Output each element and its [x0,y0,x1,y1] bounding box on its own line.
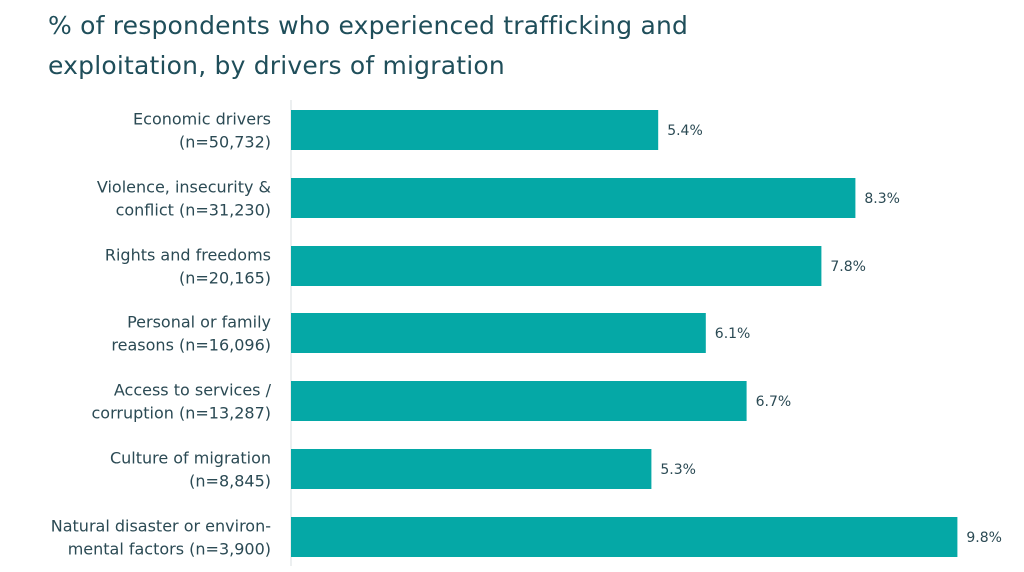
category-label: corruption (n=13,287) [91,404,271,423]
bar [291,381,747,421]
category-label: Culture of migration [110,449,271,468]
bar [291,246,822,286]
bar [291,517,958,557]
bar-value-label: 7.8% [830,259,866,275]
bar-value-label: 6.7% [756,394,792,410]
category-label: Economic drivers [133,110,271,129]
bar-value-label: 5.4% [667,123,703,139]
chart-title-line-1: % of respondents who experienced traffic… [48,11,689,40]
bar [291,178,856,218]
category-label: Personal or family [127,313,271,332]
bar-value-label: 8.3% [864,191,900,207]
bar-value-label: 5.3% [660,462,696,478]
category-label: Rights and freedoms [105,246,271,265]
category-label: (n=20,165) [179,269,271,288]
chart-title-line-2: exploitation, by drivers of migration [48,51,505,80]
category-label: Violence, insecurity & [97,178,271,197]
bar-value-label: 9.8% [966,530,1002,546]
chart-title: % of respondents who experienced traffic… [48,6,1008,86]
category-label: conflict (n=31,230) [116,201,271,220]
category-label: reasons (n=16,096) [111,336,271,355]
category-label: (n=50,732) [179,133,271,152]
bar-value-label: 6.1% [715,326,751,342]
bar [291,449,652,489]
bar [291,110,659,150]
category-label: Natural disaster or environ- [51,517,271,536]
bar [291,313,706,353]
category-label: mental factors (n=3,900) [68,540,271,559]
category-label: (n=8,845) [189,472,271,491]
category-label: Access to services / [114,381,272,400]
